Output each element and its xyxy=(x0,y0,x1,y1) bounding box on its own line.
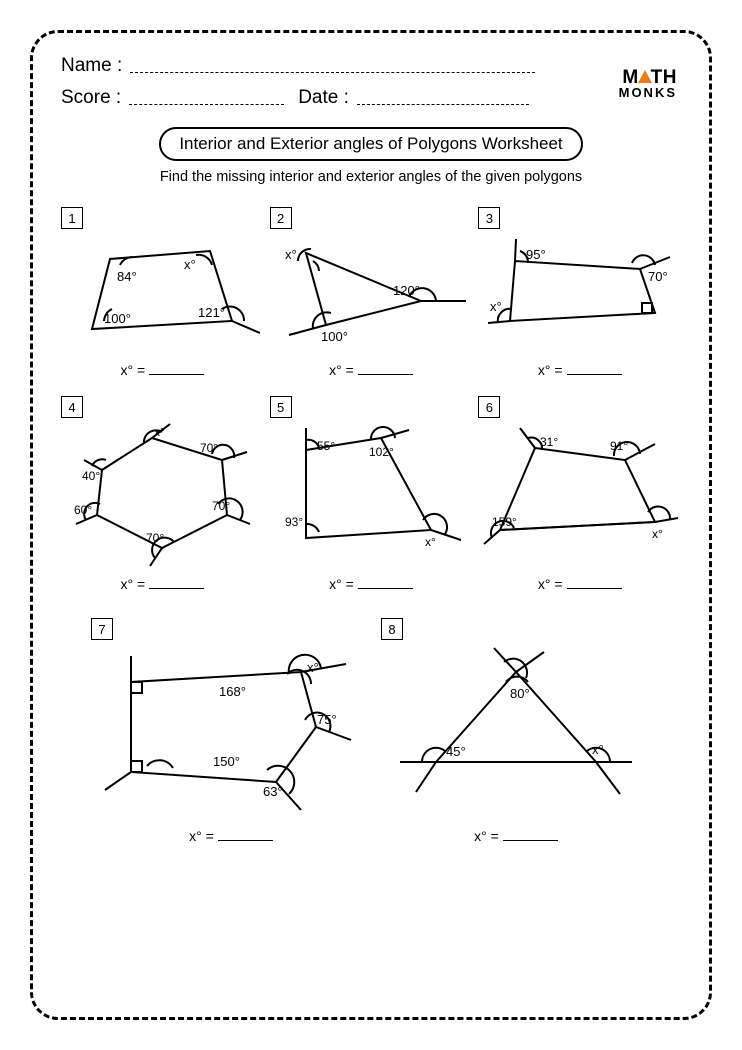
score-date-row: Score : Date : xyxy=(61,87,681,109)
angle-label: x° xyxy=(184,257,196,272)
figure-7: 168° x° 150° 75° 63° xyxy=(91,642,371,822)
answer-blank[interactable] xyxy=(149,577,204,589)
question-8: 8 80° 45° x° x° = xyxy=(381,618,651,844)
question-number: 6 xyxy=(478,396,500,418)
answer-line: x° = xyxy=(474,828,558,844)
question-number: 3 xyxy=(478,207,500,229)
logo-triangle-icon xyxy=(638,70,652,83)
answer-blank[interactable] xyxy=(503,829,558,841)
question-1: 1 84° x° 100° 121° x° = xyxy=(61,207,264,378)
answer-label: x° = xyxy=(538,362,563,378)
figure-4: x° 40° 70° 60° 70° 70° xyxy=(62,420,262,570)
angle-label: 100° xyxy=(321,329,348,344)
figure-1: 84° x° 100° 121° xyxy=(62,231,262,356)
date-label: Date : xyxy=(298,87,349,109)
angle-label: 93° xyxy=(285,515,303,529)
answer-line: x° = xyxy=(538,576,622,592)
angle-label: 40° xyxy=(82,469,100,483)
answer-label: x° = xyxy=(538,576,563,592)
angle-label: x° xyxy=(592,742,604,757)
answer-blank[interactable] xyxy=(358,363,413,375)
answer-line: x° = xyxy=(120,576,204,592)
figure-5: 55° 102° 93° x° xyxy=(271,420,471,570)
question-4: 4 x° 40° xyxy=(61,396,264,592)
worksheet-title: Interior and Exterior angles of Polygons… xyxy=(159,127,582,161)
angle-label: 75° xyxy=(317,712,337,727)
question-7: 7 168° x° xyxy=(91,618,371,844)
score-label: Score : xyxy=(61,87,121,109)
answer-label: x° = xyxy=(189,828,214,844)
angle-label: 70° xyxy=(212,499,230,513)
answer-label: x° = xyxy=(474,828,499,844)
angle-label: 80° xyxy=(510,686,530,701)
angle-label: 31° xyxy=(540,435,558,449)
angle-label: 95° xyxy=(526,247,546,262)
question-number: 8 xyxy=(381,618,403,640)
angle-label: 150° xyxy=(213,754,240,769)
answer-line: x° = xyxy=(120,362,204,378)
question-5: 5 55° 102° 93° x° x° = xyxy=(270,396,473,592)
answer-label: x° = xyxy=(329,362,354,378)
figure-2: x° 120° 100° xyxy=(271,231,471,356)
angle-label: 70° xyxy=(648,269,668,284)
logo: MTH MONKS xyxy=(619,69,677,99)
angle-label: 100° xyxy=(104,311,131,326)
angle-label: 102° xyxy=(369,445,394,459)
question-number: 1 xyxy=(61,207,83,229)
answer-blank[interactable] xyxy=(149,363,204,375)
angle-label: 159° xyxy=(492,515,517,529)
angle-label: x° xyxy=(307,660,319,675)
question-number: 4 xyxy=(61,396,83,418)
question-number: 2 xyxy=(270,207,292,229)
answer-line: x° = xyxy=(538,362,622,378)
question-number: 5 xyxy=(270,396,292,418)
answer-blank[interactable] xyxy=(218,829,273,841)
angle-label: 55° xyxy=(317,439,335,453)
angle-label: x° xyxy=(154,425,165,439)
angle-label: x° xyxy=(652,527,663,541)
angle-label: x° xyxy=(425,535,436,549)
answer-line: x° = xyxy=(189,828,273,844)
answer-blank[interactable] xyxy=(358,577,413,589)
angle-label: 168° xyxy=(219,684,246,699)
angle-label: 121° xyxy=(198,305,225,320)
worksheet-subtitle: Find the missing interior and exterior a… xyxy=(61,169,681,185)
angle-label: 70° xyxy=(200,441,218,455)
angle-label: x° xyxy=(285,247,297,262)
name-label: Name : xyxy=(61,55,122,77)
angle-label: 63° xyxy=(263,784,283,799)
answer-blank[interactable] xyxy=(567,577,622,589)
questions-row-2: 7 168° x° xyxy=(61,618,681,844)
question-number: 7 xyxy=(91,618,113,640)
answer-line: x° = xyxy=(329,576,413,592)
score-blank[interactable] xyxy=(129,91,284,105)
answer-label: x° = xyxy=(120,576,145,592)
figure-3: 95° 70° x° xyxy=(480,231,680,356)
angle-label: 91° xyxy=(610,439,628,453)
question-6: 6 31° 91° 159° x° x° xyxy=(478,396,681,592)
name-row: Name : xyxy=(61,55,681,77)
answer-blank[interactable] xyxy=(567,363,622,375)
answer-label: x° = xyxy=(120,362,145,378)
figure-8: 80° 45° x° xyxy=(386,642,646,822)
angle-label: 120° xyxy=(393,283,420,298)
date-blank[interactable] xyxy=(357,91,529,105)
questions-grid: 1 84° x° 100° 121° x° = 2 xyxy=(61,207,681,592)
page-border: Name : Score : Date : MTH MONKS Interior… xyxy=(30,30,712,1020)
angle-label: x° xyxy=(490,299,502,314)
angle-label: 60° xyxy=(74,503,92,517)
question-2: 2 x° 120° 100° x° = xyxy=(270,207,473,378)
angle-label: 70° xyxy=(146,531,164,545)
answer-label: x° = xyxy=(329,576,354,592)
figure-6: 31° 91° 159° x° xyxy=(480,420,680,570)
answer-line: x° = xyxy=(329,362,413,378)
angle-label: 84° xyxy=(117,269,137,284)
question-3: 3 95° 70° x° x° = xyxy=(478,207,681,378)
angle-label: 45° xyxy=(446,744,466,759)
logo-monks: MONKS xyxy=(619,87,677,99)
name-blank[interactable] xyxy=(130,59,535,73)
